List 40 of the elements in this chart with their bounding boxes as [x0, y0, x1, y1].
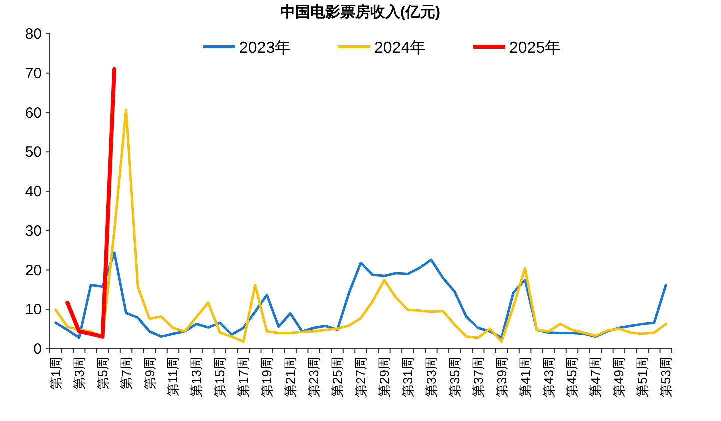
xtick: 第17周 [236, 357, 252, 398]
xtick: 第49周 [612, 357, 627, 398]
legend-label: 2025年 [510, 40, 562, 57]
xtick: 第9周 [142, 357, 158, 390]
xtick: 第27周 [354, 357, 368, 398]
ytick: 10 [25, 302, 42, 319]
ytick: 40 [25, 184, 42, 200]
xtick: 第35周 [447, 357, 462, 398]
xtick: 第43周 [541, 357, 556, 398]
xtick: 第51周 [635, 357, 650, 398]
xtick: 第33周 [424, 357, 439, 398]
xtick: 第53周 [658, 357, 674, 398]
xtick: 第37周 [470, 357, 486, 398]
xtick: 第7周 [118, 357, 134, 390]
xtick: 第23周 [306, 357, 322, 398]
xtick: 第21周 [283, 357, 298, 398]
ytick: 50 [25, 144, 42, 162]
legend-label: 2023年 [240, 40, 292, 57]
ytick: 80 [25, 26, 42, 43]
xtick: 第3周 [72, 357, 87, 390]
ytick: 0 [34, 341, 42, 358]
xtick: 第15周 [212, 357, 228, 398]
title: 中国电影票房收入(亿元) [280, 4, 440, 21]
legend-label: 2024年 [374, 40, 426, 57]
xtick: 第47周 [588, 357, 604, 398]
xtick: 第31周 [400, 357, 416, 398]
xtick: 第5周 [95, 357, 110, 390]
xtick: 第25周 [330, 357, 346, 398]
xtick: 第45周 [564, 357, 580, 398]
xtick: 第29周 [376, 357, 392, 398]
ytick: 20 [25, 262, 42, 280]
ytick: 60 [25, 104, 42, 122]
xtick: 第41周 [518, 357, 533, 398]
xtick: 第39周 [494, 357, 510, 398]
xtick: 第13周 [189, 357, 204, 398]
xtick: 第1周 [48, 357, 64, 390]
xtick: 第19周 [260, 357, 275, 398]
ytick: 70 [25, 65, 42, 82]
xtick: 第11周 [166, 357, 181, 396]
ytick: 30 [25, 222, 42, 240]
